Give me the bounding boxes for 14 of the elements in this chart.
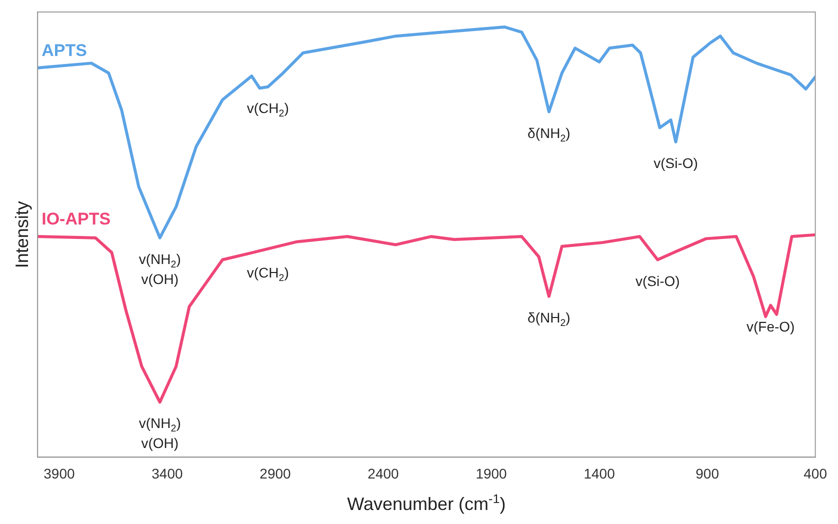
annotation: v(Si-O) [635, 272, 680, 289]
x-tick-label: 2400 [368, 465, 400, 482]
x-tick-label: 3400 [152, 465, 183, 482]
x-tick-label: 900 [696, 465, 720, 482]
y-axis-title: Intensity [12, 201, 32, 268]
annotation: v(Fe-O) [746, 318, 795, 334]
series-label: APTS [42, 40, 87, 60]
x-tick-label: 1900 [476, 465, 508, 482]
series-label: IO-APTS [42, 210, 111, 229]
x-tick-label: 2900 [260, 465, 292, 482]
x-tick-label: 1400 [584, 465, 616, 482]
annotation: v(Si-O) [654, 154, 698, 171]
x-tick-label: 3900 [44, 465, 75, 482]
x-tick-label: 400 [804, 465, 828, 482]
